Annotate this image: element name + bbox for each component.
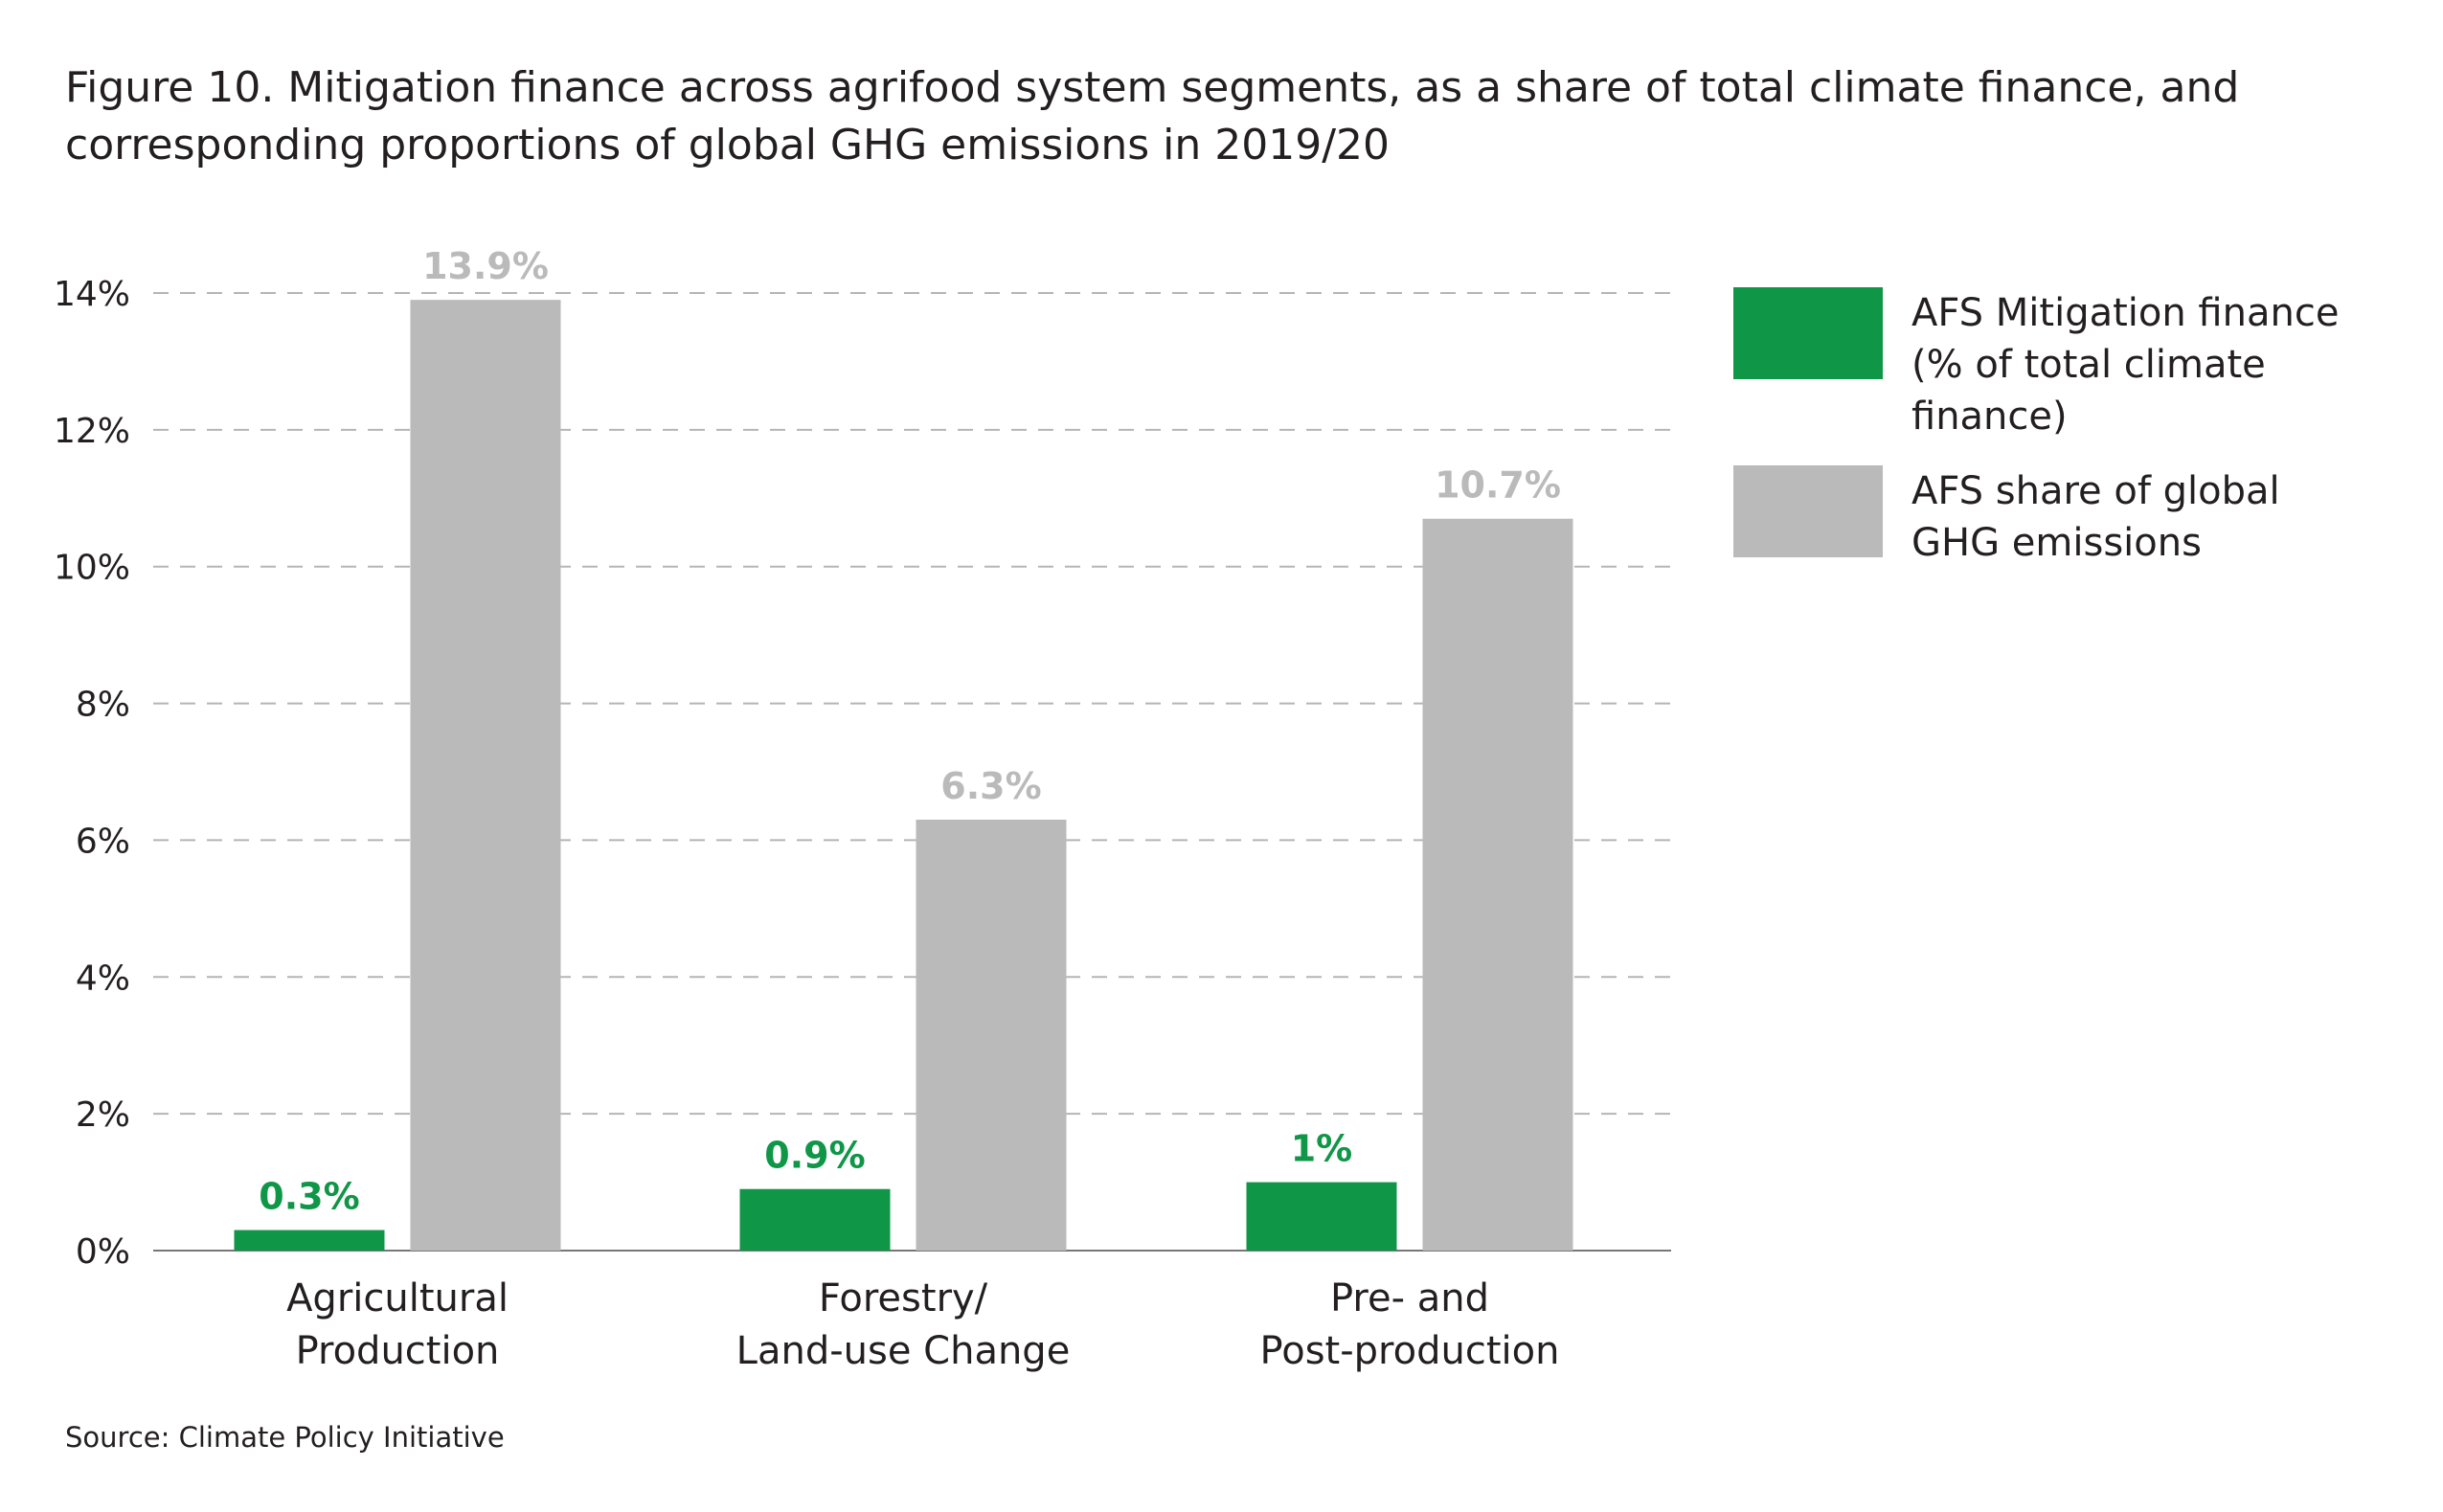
x-category-label-2-line-1: Forestry/	[819, 1276, 988, 1320]
chart-title-line-2: corresponding proportions of global GHG …	[65, 121, 1391, 169]
chart-title-line-1: Figure 10. Mitigation finance across agr…	[65, 63, 2240, 112]
legend-label-finance: AFS Mitigation finance (% of total clima…	[1911, 287, 2423, 442]
y-tick-label-12: 12%	[54, 412, 130, 451]
source-note: Source: Climate Policy Initiative	[65, 1421, 505, 1454]
bar-finance-3	[1246, 1182, 1397, 1251]
legend-label-emissions-line-1: AFS share of global	[1911, 469, 2280, 513]
legend-label-emissions-line-2: GHG emissions	[1911, 521, 2202, 565]
x-category-label-3-line-2: Post-production	[1260, 1329, 1560, 1373]
y-tick-label-14: 14%	[54, 275, 130, 314]
y-tick-label-6: 6%	[76, 822, 130, 861]
x-category-label-2-line-2: Land-use Change	[736, 1329, 1071, 1373]
x-category-label-1-line-1: Agricultural	[286, 1276, 509, 1320]
data-label-finance-2: 0.9%	[764, 1135, 865, 1177]
legend-label-finance-line-2: (% of total climate finance)	[1911, 343, 2266, 439]
y-tick-label-4: 4%	[76, 959, 130, 998]
bar-finance-2	[739, 1188, 891, 1251]
bar-emissions-2	[916, 820, 1067, 1251]
data-label-emissions-3: 10.7%	[1435, 464, 1561, 507]
x-category-label-1-line-2: Production	[296, 1329, 500, 1373]
y-tick-label-8: 8%	[76, 686, 130, 725]
data-label-emissions-2: 6.3%	[940, 765, 1041, 807]
y-tick-label-0: 0%	[76, 1232, 130, 1272]
legend-swatch-emissions	[1733, 465, 1883, 557]
bar-emissions-3	[1422, 518, 1573, 1251]
chart-title: Figure 10. Mitigation finance across agr…	[65, 59, 2364, 174]
data-label-emissions-1: 13.9%	[422, 245, 549, 287]
bar-finance-1	[234, 1230, 385, 1251]
data-label-finance-3: 1%	[1291, 1128, 1353, 1170]
legend-label-finance-line-1: AFS Mitigation finance	[1911, 291, 2340, 335]
legend-swatch-finance	[1733, 287, 1883, 379]
data-label-finance-1: 0.3%	[259, 1176, 359, 1218]
x-category-label-3-line-1: Pre- and	[1330, 1276, 1489, 1320]
y-tick-label-10: 10%	[54, 549, 130, 588]
bar-emissions-1	[410, 300, 561, 1252]
legend-label-emissions: AFS share of global GHG emissions	[1911, 465, 2280, 569]
y-tick-label-2: 2%	[76, 1095, 130, 1135]
